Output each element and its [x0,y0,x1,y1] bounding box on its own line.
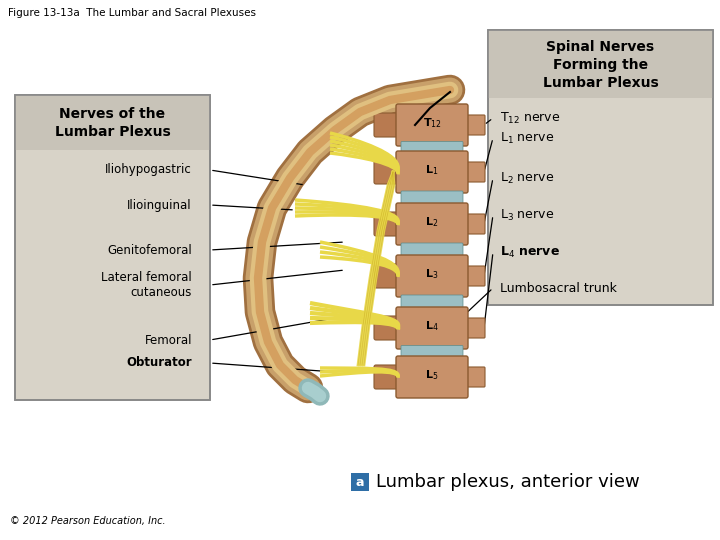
Text: L$_2$ nerve: L$_2$ nerve [500,171,554,186]
FancyBboxPatch shape [488,30,713,98]
FancyBboxPatch shape [396,356,468,398]
FancyBboxPatch shape [465,318,485,338]
Text: T$_{12}$: T$_{12}$ [423,116,441,130]
FancyBboxPatch shape [15,95,210,150]
Text: L$_1$: L$_1$ [426,163,438,177]
Text: Lumbosacral trunk: Lumbosacral trunk [500,281,617,294]
Text: L$_3$: L$_3$ [426,267,438,281]
FancyBboxPatch shape [465,367,485,387]
FancyBboxPatch shape [465,266,485,286]
Text: L$_1$ nerve: L$_1$ nerve [500,131,554,146]
FancyBboxPatch shape [465,115,485,135]
FancyBboxPatch shape [488,30,713,305]
FancyBboxPatch shape [401,295,463,309]
FancyBboxPatch shape [401,141,463,156]
FancyBboxPatch shape [396,255,468,297]
FancyBboxPatch shape [465,214,485,234]
Text: Spinal Nerves: Spinal Nerves [546,40,654,54]
Text: L$_4$ nerve: L$_4$ nerve [500,245,560,260]
FancyBboxPatch shape [401,191,463,205]
Text: L$_3$ nerve: L$_3$ nerve [500,207,554,222]
Text: Genitofemoral: Genitofemoral [107,244,192,256]
Text: L$_4$: L$_4$ [425,319,439,333]
FancyBboxPatch shape [374,264,400,288]
FancyBboxPatch shape [351,473,369,491]
FancyBboxPatch shape [396,151,468,193]
Text: Lateral femoral
cutaneous: Lateral femoral cutaneous [102,271,192,299]
FancyBboxPatch shape [396,104,468,146]
Text: Lumbar Plexus: Lumbar Plexus [55,125,171,139]
FancyBboxPatch shape [396,203,468,245]
FancyBboxPatch shape [374,316,400,340]
Text: © 2012 Pearson Education, Inc.: © 2012 Pearson Education, Inc. [10,516,166,526]
FancyBboxPatch shape [374,212,400,236]
FancyBboxPatch shape [374,113,400,137]
Text: Femoral: Femoral [145,334,192,347]
Text: L$_2$: L$_2$ [426,215,438,229]
Text: Ilioinguinal: Ilioinguinal [127,199,192,212]
Text: L$_5$: L$_5$ [426,368,438,382]
Text: Figure 13-13a  The Lumbar and Sacral Plexuses: Figure 13-13a The Lumbar and Sacral Plex… [8,8,256,18]
Text: Forming the: Forming the [553,58,648,72]
FancyBboxPatch shape [401,346,463,360]
Text: Lumbar plexus, anterior view: Lumbar plexus, anterior view [376,473,640,491]
FancyBboxPatch shape [374,365,400,389]
Text: Iliohypogastric: Iliohypogastric [105,164,192,177]
Text: Nerves of the: Nerves of the [60,107,166,121]
FancyBboxPatch shape [401,243,463,257]
Text: Lumbar Plexus: Lumbar Plexus [543,76,658,90]
Text: a: a [356,476,364,489]
FancyBboxPatch shape [374,160,400,184]
Text: Obturator: Obturator [127,356,192,369]
FancyBboxPatch shape [465,162,485,182]
FancyBboxPatch shape [15,95,210,400]
FancyBboxPatch shape [396,307,468,349]
Text: T$_{12}$ nerve: T$_{12}$ nerve [500,111,560,126]
